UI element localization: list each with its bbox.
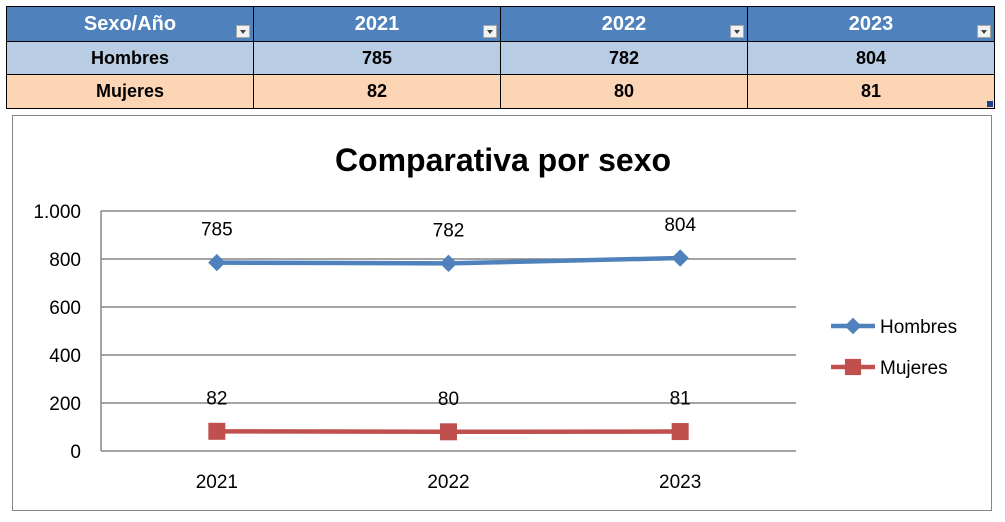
series-hombres: 785 782 804 xyxy=(201,215,696,273)
chart-area[interactable]: Comparativa por sexo 0 200 400 600 800 1.000 2… xyxy=(12,115,992,511)
chart-title: Comparativa por sexo xyxy=(335,142,671,178)
header-label: Sexo/Año xyxy=(83,12,177,35)
series: 785 782 804 82 80 81 xyxy=(201,215,696,441)
legend-label: Hombres xyxy=(880,317,957,338)
data-point[interactable] xyxy=(671,423,689,441)
header-label: 2021 xyxy=(354,12,400,35)
line-chart: Comparativa por sexo 0 200 400 600 800 1.000 2… xyxy=(33,142,957,493)
axes: 0 200 400 600 800 1.000 2021 2022 2023 xyxy=(33,202,796,493)
x-tick-label: 2021 xyxy=(196,472,238,493)
y-tick-label: 1.000 xyxy=(33,202,81,223)
legend-label: Mujeres xyxy=(880,358,948,379)
table-header-row: Sexo/Año 2021 2022 2023 xyxy=(6,6,995,42)
data-table: Sexo/Año 2021 2022 2023 Hombres 785 782 … xyxy=(6,6,995,109)
x-tick-label: 2022 xyxy=(427,472,469,493)
filter-dropdown-icon[interactable] xyxy=(236,25,250,38)
value-cell[interactable]: 82 xyxy=(253,74,501,109)
legend-item-mujeres[interactable]: Mujeres xyxy=(831,358,948,379)
legend-marker[interactable] xyxy=(844,317,862,335)
value-cell[interactable]: 785 xyxy=(253,41,501,75)
y-tick-label: 800 xyxy=(49,250,81,271)
y-tick-label: 0 xyxy=(70,442,81,463)
y-tick-label: 200 xyxy=(49,394,81,415)
data-point[interactable] xyxy=(440,423,457,441)
header-cell-2022[interactable]: 2022 xyxy=(500,6,748,42)
value-cell[interactable]: 782 xyxy=(500,41,748,75)
header-label: 2023 xyxy=(848,12,894,35)
header-cell-2021[interactable]: 2021 xyxy=(253,6,501,42)
data-label: 785 xyxy=(201,220,233,241)
data-label: 804 xyxy=(664,215,696,236)
value-cell[interactable]: 81 xyxy=(747,74,995,109)
data-label: 82 xyxy=(206,388,227,409)
legend[interactable]: Hombres Mujeres xyxy=(831,317,957,379)
filter-dropdown-icon[interactable] xyxy=(730,25,744,38)
table-resize-handle[interactable] xyxy=(987,101,993,107)
table-row: Hombres 785 782 804 xyxy=(6,41,995,75)
data-point[interactable] xyxy=(671,249,689,267)
data-point[interactable] xyxy=(208,253,226,272)
filter-dropdown-icon[interactable] xyxy=(977,25,991,38)
header-cell-2023[interactable]: 2023 xyxy=(747,6,995,42)
row-label-cell[interactable]: Mujeres xyxy=(6,74,254,109)
legend-marker[interactable] xyxy=(844,358,862,376)
header-cell-sexo-ano[interactable]: Sexo/Año xyxy=(6,6,254,42)
data-label: 81 xyxy=(670,389,691,410)
legend-item-hombres[interactable]: Hombres xyxy=(831,317,957,338)
table-row: Mujeres 82 80 81 xyxy=(6,74,995,109)
filter-dropdown-icon[interactable] xyxy=(483,25,497,38)
header-label: 2022 xyxy=(601,12,647,35)
y-tick-label: 400 xyxy=(49,346,81,367)
data-point[interactable] xyxy=(439,254,458,273)
series-mujeres: 82 80 81 xyxy=(206,388,691,441)
row-label-cell[interactable]: Hombres xyxy=(6,41,254,75)
value-cell[interactable]: 80 xyxy=(500,74,748,109)
y-tick-label: 600 xyxy=(49,298,81,319)
x-tick-label: 2023 xyxy=(659,472,701,493)
data-label: 80 xyxy=(438,389,459,410)
data-point[interactable] xyxy=(208,422,226,440)
value-cell[interactable]: 804 xyxy=(747,41,995,75)
data-label: 782 xyxy=(433,220,465,241)
